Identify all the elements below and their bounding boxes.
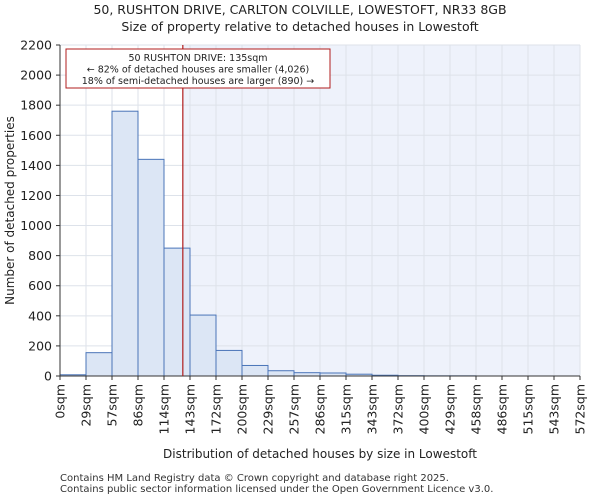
x-tick-label: 114sqm <box>157 384 172 434</box>
annotation-box: 50 RUSHTON DRIVE: 135sqm ← 82% of detach… <box>65 48 331 89</box>
x-tick-label: 229sqm <box>261 384 276 434</box>
x-tick-label: 0sqm <box>53 384 68 419</box>
highlight-region <box>182 45 581 376</box>
bar-57sqm <box>111 110 139 377</box>
x-tick-label: 400sqm <box>417 384 432 434</box>
x-tick-label: 458sqm <box>469 384 484 434</box>
y-tick-label: 1400 <box>20 158 52 173</box>
bar-143sqm <box>189 314 217 377</box>
x-axis-label: Distribution of detached houses by size … <box>163 447 477 461</box>
bar-200sqm <box>241 364 269 377</box>
y-tick-label: 1800 <box>20 98 52 113</box>
x-tick-label: 315sqm <box>339 384 354 434</box>
y-tick-label: 1600 <box>20 128 52 143</box>
x-tick-label: 29sqm <box>79 384 94 427</box>
x-tick-label: 429sqm <box>443 384 458 434</box>
histogram-chart: 0 200 400 600 800 1000 1200 1400 1600 1800 2000 220… <box>3 38 588 462</box>
x-tick-label: 515sqm <box>521 384 536 434</box>
chart-subtitle: Size of property relative to detached ho… <box>121 19 479 34</box>
x-tick-label: 143sqm <box>183 384 198 434</box>
y-tick-label: 800 <box>28 248 52 263</box>
y-tick-label: 2200 <box>20 38 52 53</box>
y-tick-label: 1200 <box>20 188 52 203</box>
annotation-line-3: 18% of semi-detached houses are larger (… <box>82 76 315 87</box>
x-tick-label: 200sqm <box>235 384 250 434</box>
x-tick-label: 486sqm <box>495 384 510 434</box>
x-tick-label: 343sqm <box>365 384 380 434</box>
footer-line-2: Contains public sector information licen… <box>60 484 494 495</box>
bar-86sqm <box>137 158 165 377</box>
x-tick-label: 86sqm <box>131 384 146 427</box>
bar-172sqm <box>215 349 243 377</box>
bar-229sqm <box>267 370 295 377</box>
y-tick-label: 2000 <box>20 68 52 83</box>
y-tick-label: 200 <box>28 338 52 353</box>
bar-29sqm <box>85 352 113 377</box>
bar-114sqm <box>163 247 191 377</box>
x-tick-label: 572sqm <box>573 384 588 434</box>
annotation-line-1: 50 RUSHTON DRIVE: 135sqm <box>128 53 267 64</box>
chart-title: 50, RUSHTON DRIVE, CARLTON COLVILLE, LOW… <box>93 2 507 17</box>
y-tick-label: 1000 <box>20 218 52 233</box>
annotation-line-2: ← 82% of detached houses are smaller (4,… <box>87 65 310 76</box>
x-tick-label: 286sqm <box>313 384 328 434</box>
x-tick-label: 372sqm <box>391 384 406 434</box>
y-tick-label: 600 <box>28 278 52 293</box>
x-tick-label: 57sqm <box>105 384 120 427</box>
x-tick-label: 172sqm <box>209 384 224 434</box>
y-tick-label: 0 <box>44 369 52 384</box>
y-tick-label: 400 <box>28 308 52 323</box>
x-tick-label: 543sqm <box>547 384 562 434</box>
y-axis-label: Number of detached properties <box>3 116 17 305</box>
x-tick-label: 257sqm <box>287 384 302 434</box>
footer-line-1: Contains HM Land Registry data © Crown c… <box>60 473 449 484</box>
